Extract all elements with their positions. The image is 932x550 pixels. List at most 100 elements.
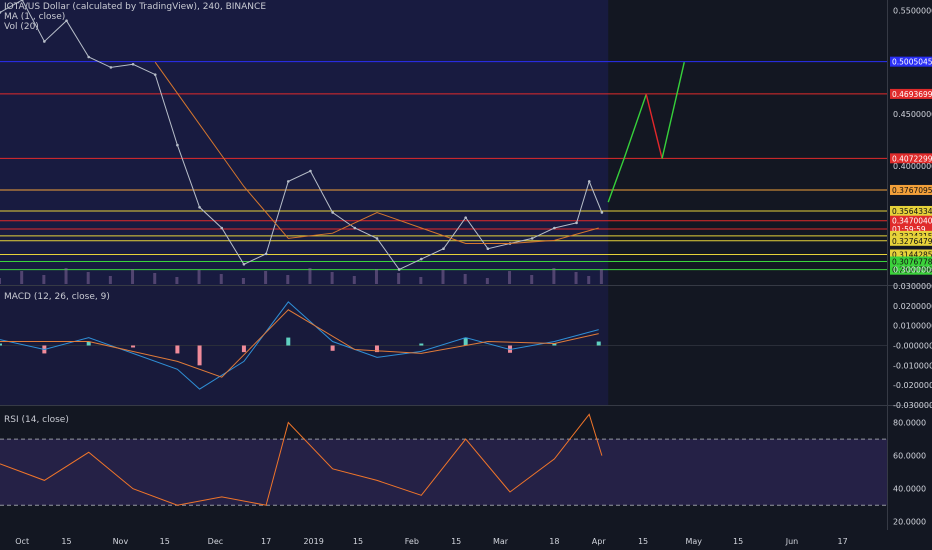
level-price-label: 0.31442859 [892,251,932,260]
price-point [65,19,68,23]
macd-histogram-bar [330,345,335,351]
macd-tick-label: -0.02000000 [893,381,932,390]
volume-bar [64,268,68,284]
volume-bar [530,275,534,284]
price-point [109,66,113,69]
macd-signal-line [0,309,599,378]
level-price-tag [890,153,932,164]
level-price-label: 0.35643349 [892,207,932,216]
level-price-label: 01:59:59 [892,225,926,234]
volume-bar [286,275,290,284]
projection-segment [645,94,663,159]
volume-bar [175,277,179,284]
level-price-label: 0.30767789 [892,257,932,266]
time-tick-label: 15 [353,537,363,546]
volume-bar [241,278,245,284]
volume-bar [86,272,90,284]
volume-bar [419,277,423,284]
price-point [375,237,379,240]
price-tick-label: 0.45000000 [893,110,932,119]
volume-bar [599,269,603,284]
price-point [587,180,591,183]
volume-bar [108,276,112,284]
level-price-label: 0.50050457 [892,58,932,67]
level-price-tag [890,264,932,275]
macd-histogram-bar [197,345,202,366]
volume-bar [587,276,591,284]
price-point [131,62,135,66]
level-price-tag [890,56,932,67]
rsi-band [0,439,887,506]
level-price-tag [890,249,932,260]
volume-bar [574,272,578,284]
price-tick-label: 0.55000000 [893,6,932,15]
price-point [486,247,490,251]
time-tick-label: Nov [113,537,129,546]
price-tick-label: 0.40000000 [893,162,932,171]
time-tick-label: Dec [208,537,223,546]
rsi-tick-label: 60.0000 [893,452,926,461]
level-price-tag [890,184,932,195]
volume-bar [508,271,512,284]
price-point [242,262,246,266]
macd-line [0,301,599,390]
macd-tick-label: 0.03000000 [893,282,932,291]
price-point [0,11,2,14]
macd-tick-label: 0.02000000 [893,302,932,311]
time-tick-label: 17 [261,537,271,546]
volume-bar [219,274,223,284]
rsi-tick-label: 40.0000 [893,485,926,494]
time-tick-label: May [685,537,702,546]
rsi-tick-label: 20.0000 [893,518,926,527]
level-price-tag [890,256,932,267]
volume-bar [131,269,135,284]
time-tick-label: 15 [733,537,743,546]
price-point [198,205,201,209]
macd-legend: MACD (12, 26, close, 9) [4,292,110,302]
price-tick-label: 0.30000000 [893,265,932,274]
price-point [286,180,290,183]
price-point [464,216,467,219]
time-tick-label: Apr [592,537,607,546]
volume-bar [485,278,489,284]
macd-tick-label: -0.03000000 [893,401,932,410]
chart-legend: IOTA/US Dollar (calculated by TradingVie… [4,2,266,32]
symbol-legend: IOTA/US Dollar (calculated by TradingVie… [4,2,267,12]
volume-bar [352,276,356,284]
price-point [420,257,423,261]
ma-legend: MA (1 , close) [4,12,66,22]
price-point [264,252,268,256]
price-point [530,237,534,240]
time-tick-label: 15 [160,537,170,546]
macd-histogram-bar [241,345,246,353]
macd-histogram-bar [552,343,557,346]
volume-bar [0,278,1,284]
macd-histogram-bar [374,345,379,353]
macd-histogram-bar [86,341,91,346]
level-price-tag [890,215,932,226]
time-tick-label: 17 [838,537,848,546]
volume-bar [197,270,201,284]
projection-segment [607,158,625,203]
volume-bar [308,268,312,284]
time-tick-label: 2019 [303,537,323,546]
price-point [575,221,578,225]
volume-bar [441,270,445,284]
macd-histogram-bar [175,345,180,354]
macd-tick-label: -0.00000000 [893,342,932,351]
level-price-label: 0.46936997 [892,90,932,99]
price-point [153,73,157,76]
price-point [397,268,401,271]
volume-bar [374,269,378,284]
projection-segment [661,62,685,159]
volume-bar [397,273,401,284]
moving-average-line [154,61,599,244]
price-point [20,0,24,2]
volume-bar [463,274,467,284]
time-tick-label: 15 [638,537,648,546]
macd-tick-label: -0.01000000 [893,361,932,370]
level-price-tag [890,205,932,216]
volume-bar [552,268,556,284]
